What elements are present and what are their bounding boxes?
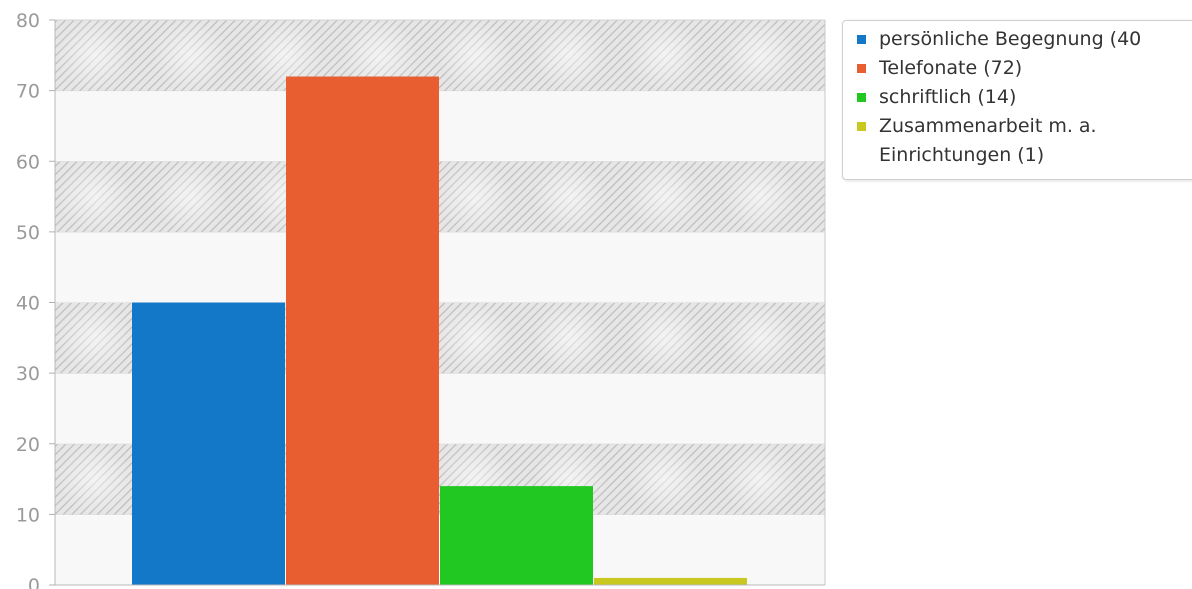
y-tick-label: 10 [16, 504, 40, 526]
y-tick-label: 0 [28, 575, 40, 589]
y-axis-ticks: 0 10 20 30 40 50 60 70 80 [16, 10, 55, 589]
legend-list: persönliche Begegnung (40 Telefonate (72)… [843, 21, 1192, 170]
grid-band-highlight [57, 161, 133, 232]
grid-band-highlight [627, 302, 703, 374]
bar[interactable] [594, 577, 747, 585]
y-tick-label: 80 [16, 10, 40, 32]
legend-swatch [857, 122, 866, 131]
legend-swatch [857, 93, 866, 102]
grid-band-highlight [437, 20, 513, 91]
y-tick-label: 50 [16, 222, 40, 244]
grid-band-highlight [722, 443, 798, 515]
grid-band-highlight [627, 20, 703, 91]
y-tick-label: 20 [16, 434, 40, 456]
legend-item[interactable]: schriftlich (14) [843, 83, 1192, 112]
legend-label: Telefonate (72) [879, 57, 1023, 79]
y-tick-label: 60 [16, 151, 40, 173]
grid-band-highlight [532, 161, 608, 232]
grid-band-highlight [722, 302, 798, 374]
legend-label: persönliche Begegnung (40 [879, 28, 1142, 50]
y-tick-label: 70 [16, 81, 40, 103]
grid-band-highlight [152, 161, 228, 232]
grid-band-highlight [57, 443, 133, 515]
legend-swatch [857, 64, 866, 73]
chart-plot: 0 10 20 30 40 50 60 70 80 [16, 10, 826, 589]
legend-item[interactable]: persönliche Begegnung (40 [843, 25, 1192, 54]
grid-band-highlight [57, 302, 133, 374]
grid-band-highlight [247, 20, 323, 91]
grid-band-highlight [627, 161, 703, 232]
grid-band-highlight [437, 302, 513, 374]
legend-label: Zusammenarbeit m. a. Einrichtungen (1) [879, 115, 1097, 166]
grid-band-highlight [627, 443, 703, 515]
grid-band-highlight [722, 161, 798, 232]
axes [54, 20, 826, 586]
grid-band-plain [55, 231, 825, 303]
grid-band-highlight [532, 20, 608, 91]
grid-band-plain [55, 90, 825, 162]
grid-band-highlight [152, 20, 228, 91]
legend-label: schriftlich (14) [879, 86, 1017, 108]
bars [132, 76, 747, 586]
bar[interactable] [440, 486, 593, 585]
grid-band-highlight [57, 20, 133, 91]
y-tick-label: 40 [16, 293, 40, 315]
legend-swatch [857, 35, 866, 44]
grid-band-highlight [342, 20, 418, 91]
legend-item[interactable]: Telefonate (72) [843, 54, 1192, 83]
y-tick-label: 30 [16, 363, 40, 385]
bar[interactable] [132, 302, 285, 586]
grid-band-highlight [437, 161, 513, 232]
legend: persönliche Begegnung (40 Telefonate (72)… [842, 20, 1192, 180]
grid-band-highlight [722, 20, 798, 91]
bar[interactable] [286, 76, 439, 586]
grid-band-highlight [532, 302, 608, 374]
legend-item[interactable]: Zusammenarbeit m. a. Einrichtungen (1) [843, 112, 1159, 170]
